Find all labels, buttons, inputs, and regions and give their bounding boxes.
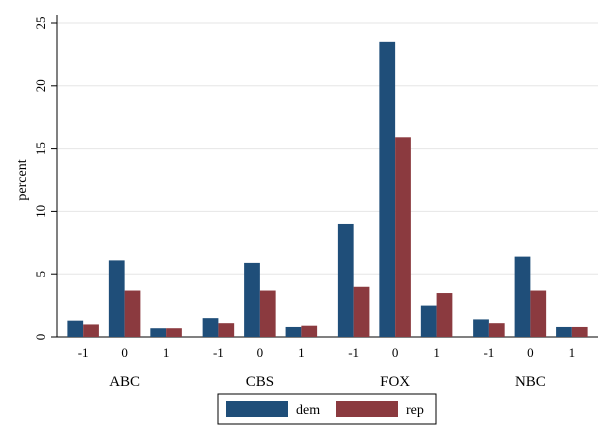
bar-rep-fox--1 (353, 286, 370, 337)
bar-rep-cbs--1 (218, 323, 235, 337)
legend: dem rep (217, 393, 437, 425)
legend-swatch-dem (226, 401, 288, 417)
y-tick-label: 5 (33, 271, 48, 278)
bar-rep-cbs-1 (301, 325, 318, 337)
x-tick-label: -1 (78, 345, 89, 360)
bar-rep-cbs-0 (259, 290, 276, 337)
x-tick-label: -1 (483, 345, 494, 360)
y-tick-label: 20 (33, 79, 48, 92)
y-tick-label: 15 (33, 142, 48, 155)
x-tick-label: -1 (348, 345, 359, 360)
bar-rep-fox-0 (395, 137, 411, 337)
bar-dem-fox-0 (379, 41, 396, 338)
bar-dem-cbs--1 (202, 318, 219, 337)
bar-dem-fox-1 (420, 305, 437, 337)
bar-rep-abc-1 (166, 328, 182, 337)
bar-dem-nbc-1 (556, 326, 572, 337)
x-tick-label: 1 (433, 345, 440, 360)
axes (51, 15, 598, 338)
y-axis-title: percent (15, 159, 30, 200)
legend-box (217, 393, 437, 425)
legend-label-rep: rep (406, 403, 424, 418)
x-tick-label: 0 (527, 345, 534, 360)
x-tick-label: 0 (392, 345, 399, 360)
x-tick-label: -1 (213, 345, 224, 360)
bars (67, 41, 588, 338)
gridlines (57, 22, 598, 275)
legend-label-dem: dem (296, 403, 320, 418)
y-tick-label: 25 (33, 17, 48, 30)
bar-dem-cbs-0 (244, 262, 260, 337)
x-tick-label: 0 (121, 345, 128, 360)
bar-dem-abc-0 (108, 260, 125, 337)
bar-dem-cbs-1 (285, 326, 302, 337)
y-tick-label: 10 (33, 205, 48, 218)
bar-dem-nbc-0 (514, 256, 531, 337)
bar-rep-abc--1 (83, 324, 99, 337)
bar-rep-fox-1 (436, 293, 453, 337)
legend-swatch-rep (336, 401, 398, 417)
labels: 0 5 10 15 20 25 -1 0 1 ABC -1 0 1 CBS -1 0 1 FOX -1 0 1 NBC (33, 17, 575, 391)
bar-rep-abc-0 (124, 290, 141, 337)
bar-rep-nbc--1 (488, 323, 505, 337)
bar-rep-nbc-1 (571, 326, 588, 337)
group-label-fox: FOX (380, 374, 410, 390)
group-label-cbs: CBS (246, 374, 274, 390)
x-tick-label: 1 (569, 345, 576, 360)
bar-dem-abc-1 (150, 328, 167, 337)
group-label-abc: ABC (109, 374, 140, 390)
bar-rep-nbc-0 (530, 290, 547, 337)
bar-dem-nbc--1 (473, 319, 489, 337)
bar-dem-abc--1 (67, 320, 84, 337)
x-tick-label: 1 (298, 345, 305, 360)
y-tick-label: 0 (33, 334, 48, 341)
x-tick-label: 0 (257, 345, 264, 360)
x-tick-label: 1 (163, 345, 170, 360)
bar-dem-fox--1 (337, 223, 354, 337)
group-label-nbc: NBC (515, 374, 546, 390)
